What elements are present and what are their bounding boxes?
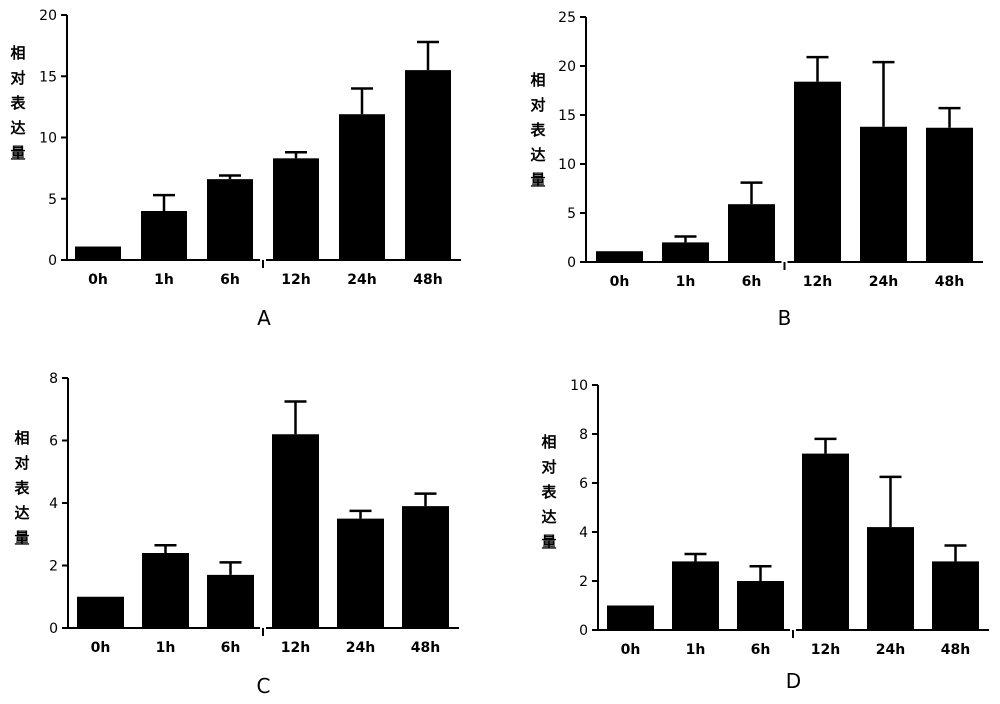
bar-1h <box>142 553 189 628</box>
y-tick-label: 5 <box>567 206 576 222</box>
y-tick-label: 15 <box>558 108 576 124</box>
y-axis-label-char: 达 <box>14 504 29 522</box>
bar-6h <box>207 574 254 628</box>
y-tick-label: 6 <box>49 434 58 450</box>
y-axis-label-char: 相 <box>10 44 25 62</box>
bar-48h <box>405 70 451 260</box>
bar-24h <box>339 114 385 260</box>
y-tick-label: 10 <box>570 378 588 394</box>
y-axis-label-char: 对 <box>10 69 25 87</box>
y-tick-label: 15 <box>39 69 57 85</box>
x-tick-label: 12h <box>803 274 832 290</box>
y-tick-label: 8 <box>49 371 58 387</box>
bar-12h <box>272 434 319 628</box>
x-tick-label: 1h <box>156 640 176 656</box>
bar-12h <box>794 81 841 263</box>
bar-24h <box>867 527 914 630</box>
x-tick-label: 1h <box>686 642 706 658</box>
y-axis-label-char: 表 <box>14 479 30 497</box>
y-axis-label-char: 达 <box>10 119 25 137</box>
y-tick-label: 0 <box>579 623 588 639</box>
bar-0h <box>596 251 643 262</box>
bar-12h <box>273 158 319 260</box>
y-axis-label-char: 表 <box>541 483 557 501</box>
y-tick-label: 2 <box>49 559 58 575</box>
bar-6h <box>728 204 775 262</box>
x-tick-label: 24h <box>346 640 375 656</box>
y-tick-label: 0 <box>567 255 576 271</box>
panel-label: A <box>257 306 271 330</box>
bar-12h <box>802 453 849 630</box>
x-tick-label: 0h <box>88 272 108 288</box>
y-tick-label: 20 <box>39 8 57 24</box>
y-tick-label: 20 <box>558 59 576 75</box>
y-axis-label-char: 对 <box>541 458 556 476</box>
y-axis-label-char: 达 <box>530 146 545 164</box>
x-tick-label: 6h <box>742 274 762 290</box>
y-tick-label: 10 <box>39 131 57 147</box>
y-tick-label: 5 <box>48 192 57 208</box>
x-tick-label: 1h <box>676 274 696 290</box>
x-tick-label: 48h <box>413 272 442 288</box>
panel-label: C <box>257 674 271 698</box>
bar-6h <box>207 179 253 260</box>
x-tick-label: 24h <box>347 272 376 288</box>
y-tick-label: 2 <box>579 574 588 590</box>
bar-6h <box>737 581 784 630</box>
panel-label: D <box>786 669 801 693</box>
x-tick-label: 0h <box>621 642 641 658</box>
bar-48h <box>932 561 979 630</box>
y-tick-label: 0 <box>48 253 57 269</box>
x-tick-label: 6h <box>220 272 240 288</box>
y-axis-label-char: 表 <box>530 121 546 139</box>
y-axis-label-char: 相 <box>530 71 545 89</box>
y-tick-label: 0 <box>49 621 58 637</box>
x-tick-label: 0h <box>610 274 630 290</box>
bar-1h <box>672 561 719 630</box>
bar-1h <box>141 211 187 260</box>
y-axis-label-char: 对 <box>14 454 29 472</box>
y-tick-label: 4 <box>579 525 588 541</box>
x-tick-label: 48h <box>935 274 964 290</box>
y-axis-label-char: 量 <box>541 533 556 551</box>
x-tick-label: 48h <box>941 642 970 658</box>
x-tick-label: 6h <box>221 640 241 656</box>
y-tick-label: 10 <box>558 157 576 173</box>
x-tick-label: 6h <box>751 642 771 658</box>
bar-0h <box>75 246 121 260</box>
y-axis-label-char: 表 <box>10 94 26 112</box>
y-tick-label: 6 <box>579 476 588 492</box>
bar-24h <box>337 518 384 628</box>
x-tick-label: 1h <box>154 272 174 288</box>
y-axis-label-char: 量 <box>10 144 25 162</box>
bar-1h <box>662 242 709 262</box>
panel-label: B <box>778 306 792 330</box>
x-tick-label: 24h <box>876 642 905 658</box>
bar-48h <box>926 127 973 263</box>
x-tick-label: 0h <box>91 640 111 656</box>
y-axis-label-char: 量 <box>530 171 545 189</box>
y-tick-label: 8 <box>579 427 588 443</box>
y-axis-label-char: 相 <box>541 433 556 451</box>
y-tick-label: 25 <box>558 10 576 26</box>
y-axis-label-char: 量 <box>14 529 29 547</box>
x-tick-label: 12h <box>281 640 310 656</box>
y-axis-label-char: 对 <box>530 96 545 114</box>
y-axis-label-char: 相 <box>14 429 29 447</box>
y-axis-label-char: 达 <box>541 508 556 526</box>
x-tick-label: 12h <box>811 642 840 658</box>
bar-48h <box>402 506 449 628</box>
bar-0h <box>607 605 654 630</box>
bar-0h <box>77 596 124 628</box>
x-tick-label: 12h <box>281 272 310 288</box>
bar-24h <box>860 126 907 262</box>
y-tick-label: 4 <box>49 496 58 512</box>
x-tick-label: 48h <box>411 640 440 656</box>
x-tick-label: 24h <box>869 274 898 290</box>
